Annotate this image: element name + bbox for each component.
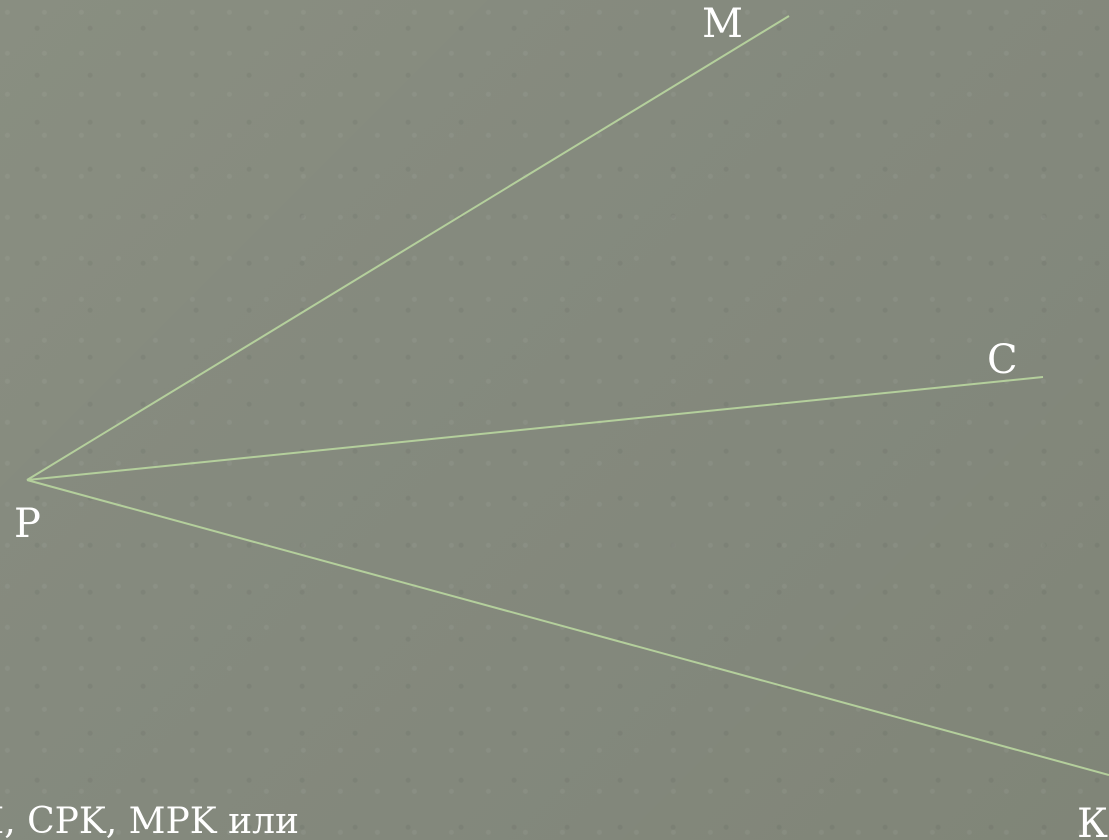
ray-pc xyxy=(26,376,1044,481)
point-label-p: P xyxy=(14,501,41,547)
ray-pm xyxy=(26,15,790,481)
angle-list-caption: I, CPK, MPK или xyxy=(0,801,299,840)
point-label-m: M xyxy=(702,1,743,47)
point-label-k: К xyxy=(1077,801,1108,840)
point-label-c: C xyxy=(987,337,1018,383)
ray-pk xyxy=(26,479,1109,776)
